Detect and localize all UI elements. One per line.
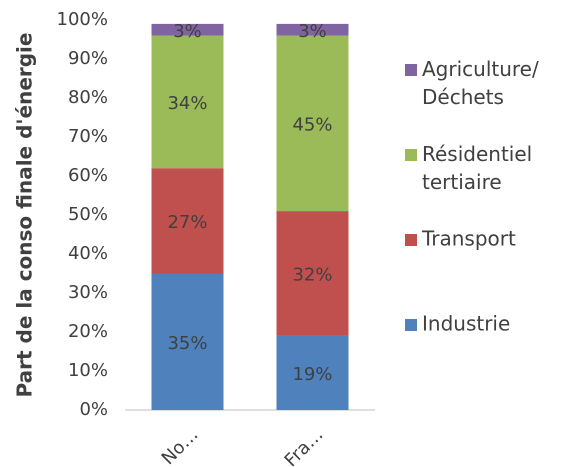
y-tick-label: 90% xyxy=(68,48,108,69)
bar-segment xyxy=(276,335,349,410)
data-label: 3% xyxy=(173,21,202,42)
bar-segment xyxy=(151,273,224,410)
data-label: 34% xyxy=(167,93,207,114)
x-tick-label: No… xyxy=(158,424,203,467)
y-tick-label: 100% xyxy=(57,9,108,30)
bar-segment xyxy=(276,23,349,36)
data-label: 45% xyxy=(292,114,332,135)
bar-segment xyxy=(276,35,349,212)
legend-label: Industrie xyxy=(422,312,510,336)
x-tick-label: Fra… xyxy=(281,424,328,467)
y-axis-title: Part de la conso finale d'énergie xyxy=(13,33,37,398)
data-label: 19% xyxy=(292,364,332,385)
data-label: 35% xyxy=(167,333,207,354)
y-tick-label: 70% xyxy=(68,126,108,147)
legend-label: Agriculture/ Déchets xyxy=(422,57,545,109)
y-tick-label: 20% xyxy=(68,321,108,342)
legend-swatch xyxy=(405,64,417,76)
bar-segment xyxy=(151,23,224,36)
data-label: 32% xyxy=(292,265,332,286)
y-tick-label: 50% xyxy=(68,204,108,225)
legend-swatch xyxy=(405,319,417,331)
y-tick-label: 0% xyxy=(79,399,108,420)
y-tick-label: 10% xyxy=(68,360,108,381)
y-tick-label: 40% xyxy=(68,243,108,264)
y-tick-label: 30% xyxy=(68,282,108,303)
data-label: 27% xyxy=(167,212,207,233)
bar-segment xyxy=(151,168,224,274)
y-tick-label: 80% xyxy=(68,87,108,108)
data-label: 3% xyxy=(298,21,327,42)
legend-swatch xyxy=(405,149,417,161)
bar-segment xyxy=(151,35,224,169)
legend-swatch xyxy=(405,234,417,246)
y-tick-label: 60% xyxy=(68,165,108,186)
legend-label: Résidentiel tertiaire xyxy=(422,142,539,194)
legend-label: Transport xyxy=(421,227,516,251)
bar-segment xyxy=(276,211,349,336)
